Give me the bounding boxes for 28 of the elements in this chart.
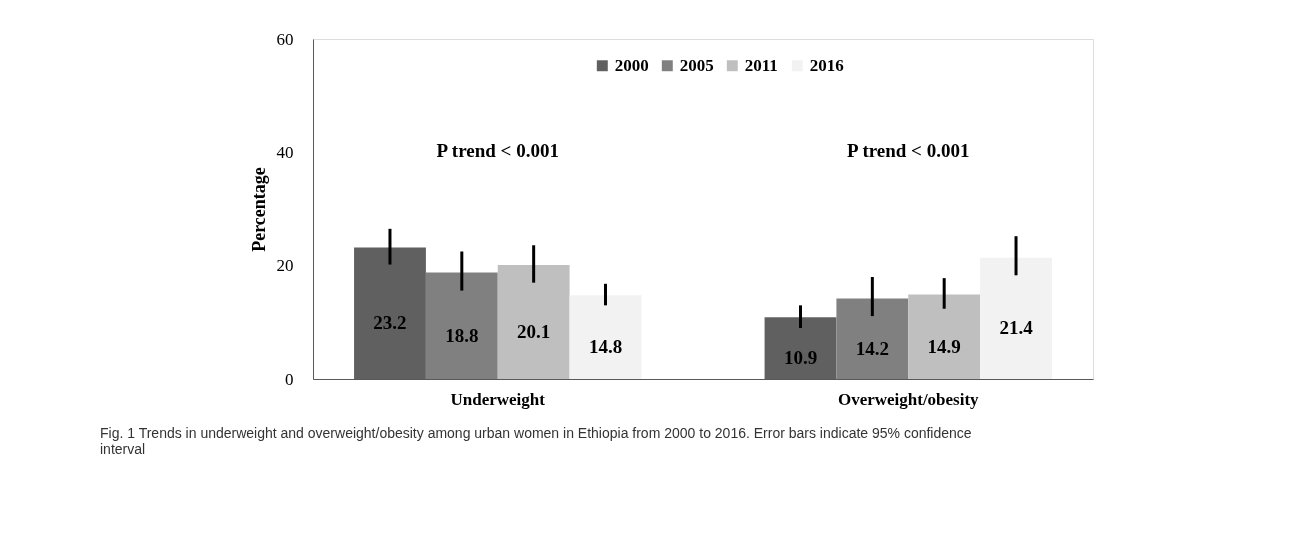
bar — [908, 294, 981, 379]
x-tick-label: Overweight/obesity — [837, 389, 980, 409]
data-label: 23.2 — [373, 312, 407, 334]
legend-label: 2005 — [679, 55, 714, 75]
bar — [497, 265, 570, 379]
y-tick-label: 40 — [276, 142, 294, 162]
data-label: 14.9 — [927, 335, 961, 357]
y-axis-title: Percentage — [248, 167, 269, 252]
legend-label: 2016 — [809, 55, 844, 75]
data-label: 18.8 — [445, 324, 479, 346]
bar — [425, 272, 498, 379]
caption: Fig. 1 Trends in underweight and overweight/obesity among urban women in Ethiopia from 2000 to 2016. Error bars indicate 95% confidence interval — [100, 425, 972, 457]
y-tick-label: 20 — [276, 256, 294, 276]
data-label: 14.8 — [588, 336, 623, 358]
bar — [836, 298, 909, 379]
annotation: P trend < 0.001 — [436, 139, 559, 161]
data-label: 14.2 — [855, 337, 889, 359]
y-tick-label: 0 — [285, 369, 294, 389]
bar — [569, 295, 642, 379]
x-tick-label: Underweight — [450, 389, 546, 409]
data-label: 20.1 — [517, 321, 551, 343]
annotation: P trend < 0.001 — [847, 139, 970, 161]
data-label: 10.9 — [783, 347, 818, 369]
y-tick-label: 60 — [276, 29, 294, 49]
bar — [980, 257, 1052, 379]
legend-label: 2000 — [614, 55, 649, 75]
data-label: 21.4 — [999, 317, 1034, 339]
legend-label: 2011 — [744, 55, 778, 75]
